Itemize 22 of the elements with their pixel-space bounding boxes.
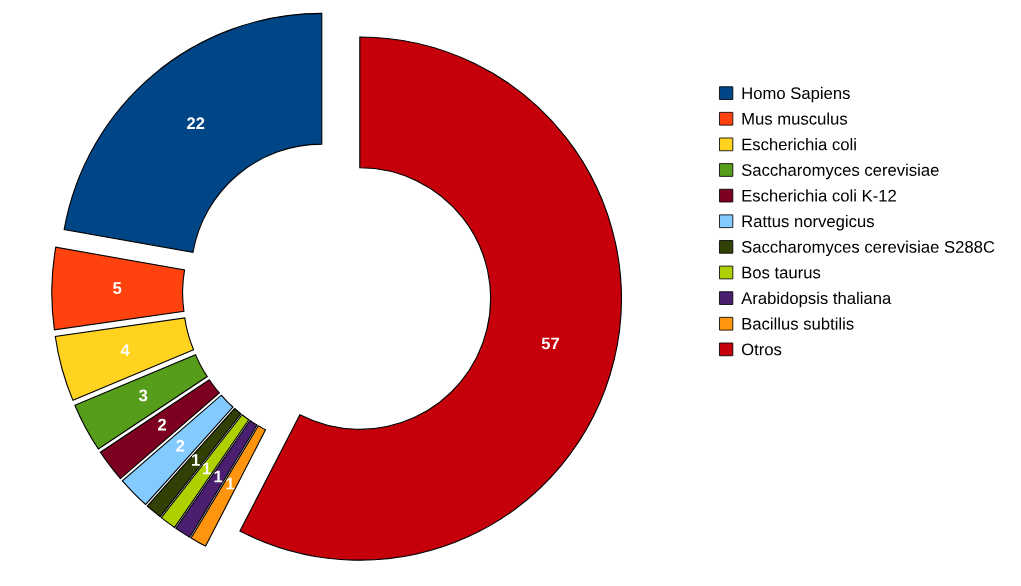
legend-label: Escherichia coli [742,138,856,151]
data-label: 3 [138,389,148,402]
data-label: 4 [120,344,130,356]
legend-label: Bos taurus [742,266,821,279]
legend-label: Mus musculus [742,112,848,125]
data-label: 2 [158,418,167,431]
legend-label: Rattus norvegicus [742,214,874,231]
data-label: 57 [541,337,560,350]
data-label: 22 [186,117,205,129]
data-label: 5 [113,282,122,294]
legend-label: Saccharomyces cerevisiae S288C [741,240,995,257]
data-label: 1 [226,477,235,490]
data-label: 1 [192,454,200,466]
data-label: 1 [214,470,223,483]
legend-label: Arabidopsis thaliana [741,291,892,308]
legend-label: Escherichia coli K-12 [742,189,896,202]
legend-label: Bacillus subtilis [742,317,854,330]
legend-label: Saccharomyces cerevisiae [741,163,939,180]
data-label: 2 [176,439,185,452]
legend-label: Otros [741,343,782,356]
data-label: 1 [203,462,211,475]
legend-label: Homo Sapiens [742,86,850,103]
